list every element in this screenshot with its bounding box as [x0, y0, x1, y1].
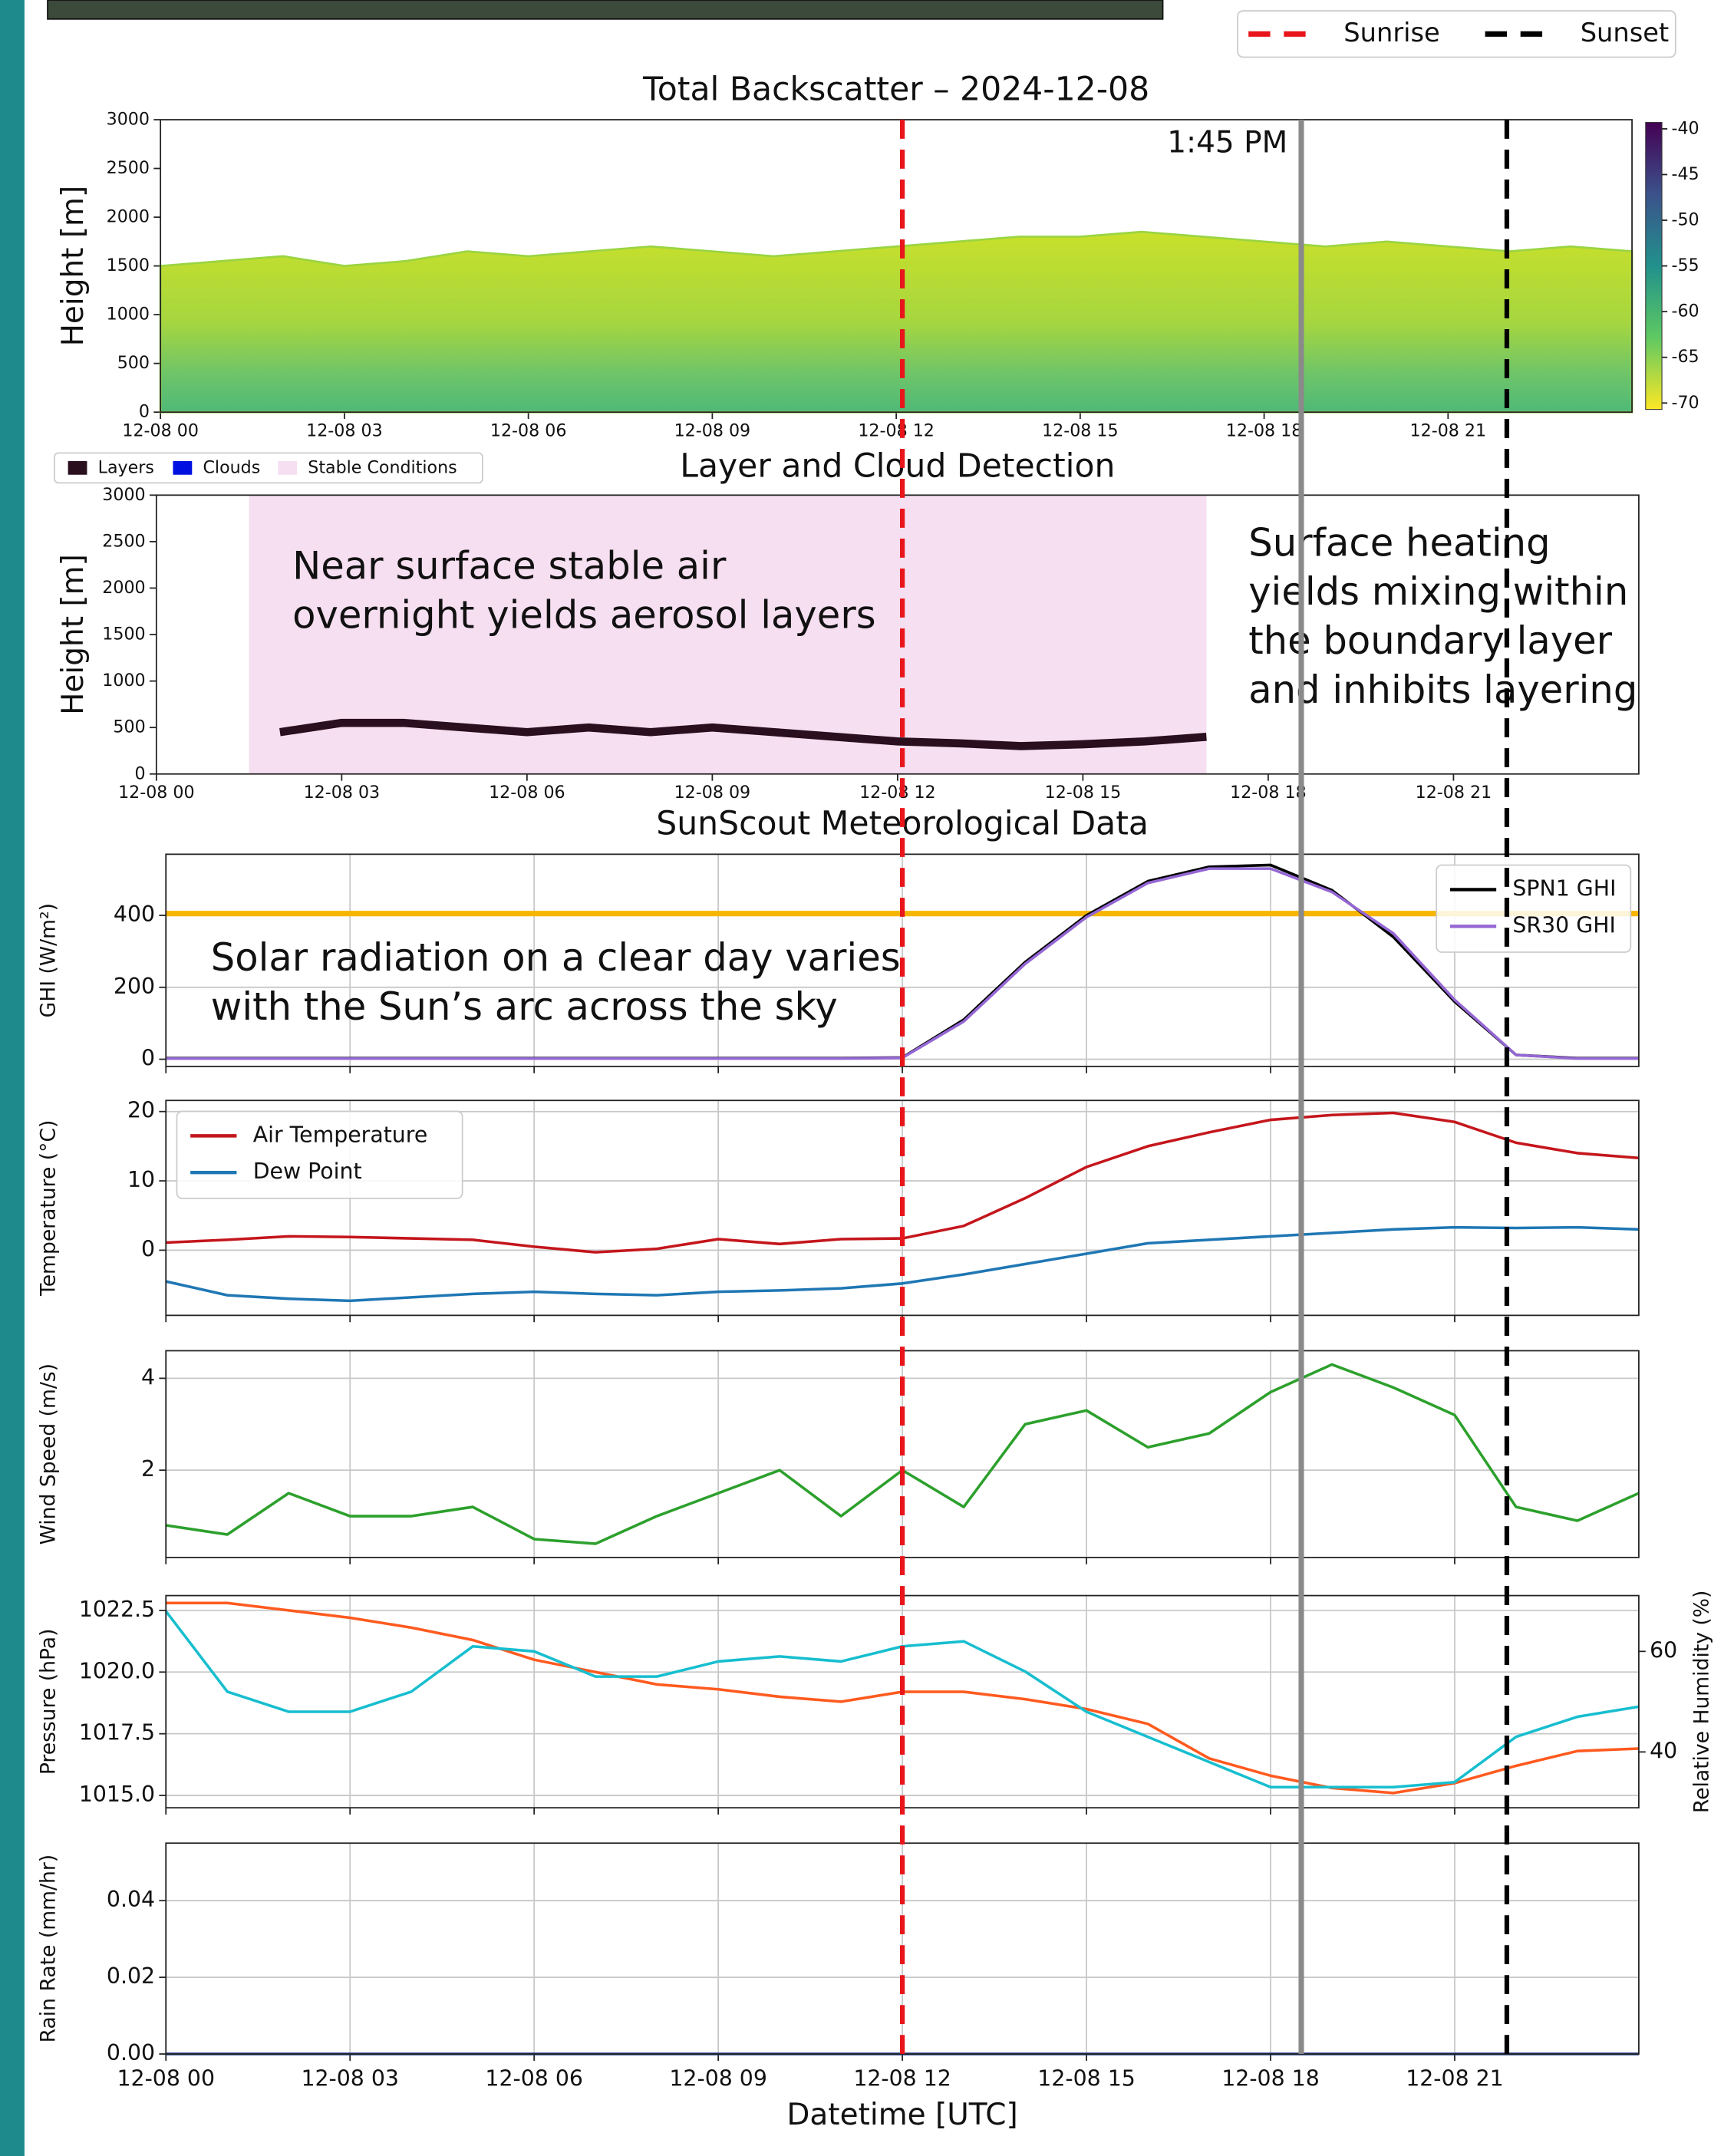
- y-tick-label: 0.02: [107, 1963, 155, 1989]
- colorbar: [1646, 123, 1662, 410]
- y-tick-label: 1015.0: [79, 1782, 155, 1807]
- colorbar-tick-label: -70: [1671, 393, 1699, 413]
- x-tick-label: 12-08 06: [489, 783, 565, 803]
- x-tick-label: 12-08 18: [1226, 420, 1303, 440]
- x-tick-label: 12-08 12: [853, 2066, 951, 2092]
- y-axis-label: Temperature (°C): [36, 1120, 60, 1297]
- annotation: and inhibits layering: [1248, 668, 1637, 712]
- y-tick-label: 2: [141, 1456, 155, 1482]
- legend-label: Air Temperature: [253, 1122, 428, 1147]
- y-tick-label: 0: [141, 1236, 155, 1261]
- y-tick-label: 20: [127, 1098, 155, 1123]
- colorbar-tick-label: -55: [1671, 255, 1699, 275]
- y-tick-label: 400: [114, 902, 155, 927]
- colorbar-tick-label: -45: [1671, 164, 1699, 184]
- annotation: with the Sun’s arc across the sky: [211, 984, 838, 1029]
- x-tick-label: 12-08 15: [1037, 2066, 1136, 2092]
- y-tick-label: 2500: [107, 158, 150, 178]
- legend-swatch: [68, 461, 87, 475]
- y-tick-label: 3000: [102, 485, 145, 505]
- y-tick-label: 1000: [102, 671, 145, 691]
- x-tick-label: 12-08 03: [304, 783, 381, 803]
- panel-title: Total Backscatter – 2024-12-08: [642, 71, 1149, 108]
- x-tick-label: 12-08 09: [674, 783, 751, 803]
- figure: 12-08 00 12-08 03 12-08 06 12-08 09 12-08 12…: [0, 0, 1734, 2156]
- x-tick-label: 12-08 21: [1410, 420, 1487, 440]
- y-axis-label: Height [m]: [56, 554, 91, 715]
- y-tick-label: 0.00: [107, 2040, 155, 2065]
- x-tick-label: 12-08 15: [1045, 783, 1122, 803]
- y-tick-label: 1022.5: [79, 1597, 155, 1622]
- x-tick-label: 12-08 18: [1221, 2066, 1320, 2092]
- legend-label: Dew Point: [253, 1159, 362, 1184]
- legend-label: Stable Conditions: [308, 457, 457, 477]
- y-tick-label: 0: [135, 763, 146, 783]
- y-tick-label: 500: [117, 353, 150, 373]
- x-tick-label: 12-08 06: [490, 420, 567, 440]
- x-tick-label: 12-08 00: [117, 2066, 215, 2092]
- event-legend-label: Sunrise: [1343, 18, 1440, 48]
- x-tick-label: 12-08 00: [118, 783, 195, 803]
- y-tick-label: 4: [141, 1364, 155, 1390]
- y-tick-label: 60: [1650, 1637, 1677, 1663]
- satellite-image-crop: [48, 0, 1162, 19]
- y-tick-label: 1000: [107, 305, 150, 325]
- backscatter-area: [160, 232, 1632, 412]
- y-axis-label: GHI (W/m²): [36, 903, 60, 1017]
- panel-title: Layer and Cloud Detection: [680, 447, 1115, 485]
- legend-label: SPN1 GHI: [1512, 875, 1616, 901]
- x-tick-label: 12-08 03: [301, 2066, 399, 2092]
- x-tick-label: 12-08 18: [1230, 783, 1307, 803]
- y-tick-label: 0.04: [107, 1887, 155, 1912]
- y2-axis-label: Relative Humidity (%): [1690, 1591, 1714, 1814]
- x-axis-label: Datetime [UTC]: [786, 2098, 1017, 2132]
- colorbar-tick-label: -65: [1671, 347, 1699, 367]
- x-tick-label: 12-08 03: [306, 420, 383, 440]
- y-tick-label: 200: [114, 974, 155, 999]
- x-tick-label: 12-08 15: [1042, 420, 1119, 440]
- y-axis-label: Rain Rate (mm/hr): [36, 1854, 60, 2043]
- legend-swatch: [173, 461, 192, 475]
- x-tick-label: 12-08 09: [674, 420, 751, 440]
- colorbar-tick-label: -60: [1671, 302, 1699, 321]
- side-strip: [0, 0, 25, 2156]
- annotation: yields mixing within: [1248, 569, 1628, 614]
- x-tick-label: 12-08 12: [858, 420, 935, 440]
- annotation: Near surface stable air: [292, 544, 727, 588]
- page: 12-08 00 12-08 03 12-08 06 12-08 09 12-08 12…: [0, 0, 1734, 2156]
- legend-label: SR30 GHI: [1512, 912, 1615, 938]
- y-tick-label: 0: [141, 1046, 155, 1071]
- annotation: overnight yields aerosol layers: [292, 592, 875, 637]
- legend-swatch: [278, 461, 297, 475]
- annotation: Solar radiation on a clear day varies: [211, 935, 901, 980]
- y-axis-label: Height [m]: [56, 186, 91, 347]
- y-tick-label: 1020.0: [79, 1658, 155, 1683]
- time-marker-label: 1:45 PM: [1167, 125, 1287, 160]
- y-axis-label: Pressure (hPa): [36, 1629, 60, 1775]
- y-tick-label: 2000: [107, 207, 150, 227]
- legend-label: Layers: [98, 457, 154, 477]
- y-axis-label: Wind Speed (m/s): [36, 1363, 60, 1544]
- y-tick-label: 40: [1650, 1738, 1677, 1763]
- x-tick-label: 12-08 00: [122, 420, 199, 440]
- x-tick-label: 12-08 06: [485, 2066, 583, 2092]
- y-tick-label: 1500: [102, 625, 145, 644]
- x-tick-label: 12-08 09: [669, 2066, 767, 2092]
- x-tick-label: 12-08 21: [1416, 783, 1492, 803]
- legend-label: Clouds: [203, 457, 260, 477]
- x-tick-label: 12-08 21: [1406, 2066, 1504, 2092]
- y-tick-label: 2000: [102, 578, 145, 598]
- colorbar-tick-label: -40: [1671, 118, 1699, 138]
- x-tick-label: 12-08 12: [859, 783, 936, 803]
- y-tick-label: 3000: [107, 110, 150, 130]
- y-tick-label: 10: [127, 1167, 155, 1192]
- colorbar-tick-label: -50: [1671, 210, 1699, 230]
- y-tick-label: 1500: [107, 255, 150, 275]
- y-tick-label: 0: [139, 402, 150, 422]
- y-tick-label: 500: [113, 717, 145, 737]
- y-tick-label: 1017.5: [79, 1720, 155, 1746]
- event-legend-label: Sunset: [1581, 18, 1670, 48]
- y-tick-label: 2500: [102, 531, 145, 551]
